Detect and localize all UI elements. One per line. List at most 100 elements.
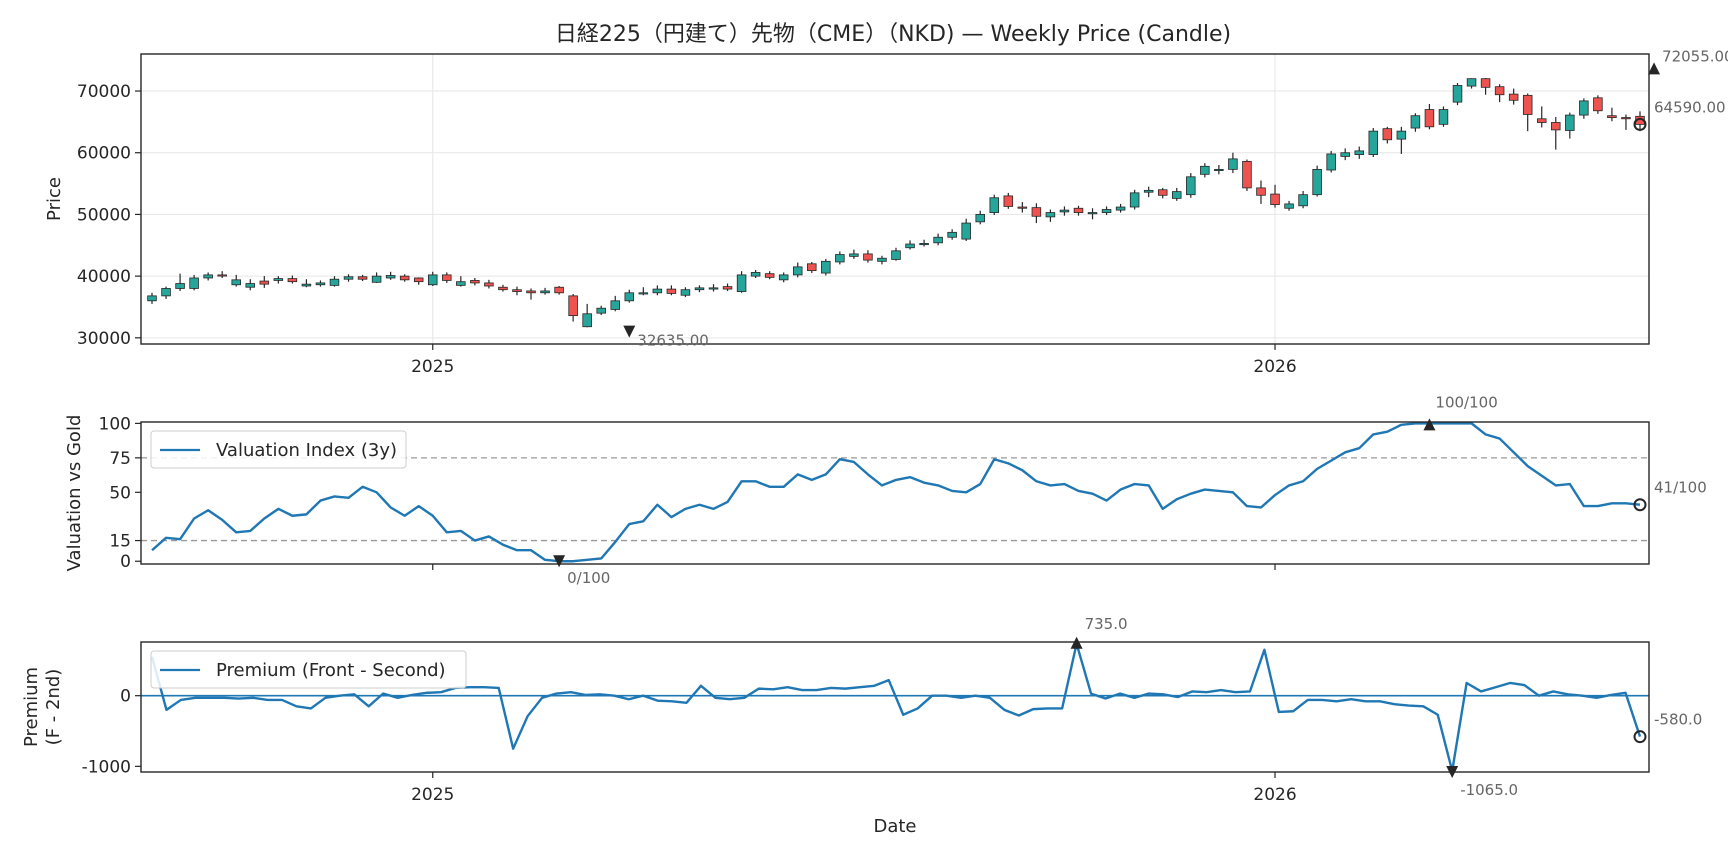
price-plot-frame <box>140 53 1650 345</box>
premium-last-marker <box>1633 730 1647 744</box>
valuation-plot-frame <box>140 421 1650 565</box>
price-y-tick-label: 70000 <box>77 82 131 102</box>
price-panel: 30000 40000 50000 60000 70000 2025 2026 72055… <box>44 47 1728 377</box>
candle-body <box>863 253 873 261</box>
candle-body <box>638 292 649 295</box>
candle-body <box>1480 78 1491 88</box>
candle-body <box>905 243 915 249</box>
premium-x-tick-label: 2025 <box>411 785 454 805</box>
candle-body <box>1284 203 1294 209</box>
candle-body <box>1017 206 1028 209</box>
candle-body <box>947 231 957 238</box>
premium-low-marker <box>1446 765 1459 778</box>
candle-body <box>1045 212 1056 218</box>
candle-body <box>498 286 508 291</box>
valuation-y-tick-label: 75 <box>109 449 131 469</box>
candle-body <box>385 275 396 279</box>
candle-body <box>245 283 256 288</box>
premium-line <box>150 642 1642 773</box>
price-low-marker <box>623 325 636 338</box>
valuation-panel: 015 50 75 100 100/100 0/100 41/100 Valuation … <box>64 393 1707 587</box>
candle-body <box>1143 189 1154 193</box>
candle-body <box>1579 100 1589 116</box>
candle-body <box>301 283 312 287</box>
candle-body <box>1621 117 1631 120</box>
candle-body <box>680 289 691 296</box>
candle-body <box>1565 114 1575 131</box>
candle-body <box>147 295 157 302</box>
candle-body <box>442 274 452 281</box>
candle-body <box>1424 109 1435 128</box>
candle-body <box>1228 158 1238 170</box>
candle-body <box>975 214 985 223</box>
candle-body <box>1003 195 1014 207</box>
valuation-last-label: 41/100 <box>1654 479 1707 497</box>
candle-body <box>1073 207 1084 213</box>
candle-body <box>1368 130 1379 155</box>
candle-body <box>287 278 298 283</box>
candle-body <box>217 274 227 277</box>
price-y-tick-label: 30000 <box>77 329 131 349</box>
premium-last-label: -580.0 <box>1654 711 1702 729</box>
candle-body <box>512 289 522 292</box>
premium-legend-box <box>150 650 467 689</box>
candle-body <box>821 260 831 274</box>
candle-body <box>877 257 887 262</box>
candle-body <box>1536 118 1547 123</box>
candle-body <box>835 254 845 263</box>
candle-body <box>933 236 943 244</box>
candle-body <box>540 290 550 294</box>
premium-legend: Premium (Front - Second) <box>150 650 467 689</box>
premium-high-label: 735.0 <box>1085 615 1128 633</box>
valuation-legend-box <box>150 430 407 469</box>
candle-body <box>849 253 859 257</box>
valuation-high-label: 100/100 <box>1435 393 1497 411</box>
valuation-low-marker <box>553 555 566 568</box>
candle-body <box>554 286 564 294</box>
candle-body <box>1157 189 1168 196</box>
premium-panel: -1000 0 2025 2026 735.0 -1065.0 -580.0 Premi… <box>21 615 1702 837</box>
price-y-axis-label: Price <box>44 177 65 221</box>
candle-body <box>1410 115 1421 129</box>
candle-body <box>778 274 789 281</box>
candle-body <box>329 278 340 286</box>
candle-body <box>666 288 677 294</box>
candle-body <box>1508 93 1519 101</box>
candle-body <box>722 286 733 290</box>
valuation-y-tick-label: 0 <box>120 552 131 572</box>
premium-x-tick-label: 2026 <box>1253 785 1296 805</box>
candle-body <box>1607 115 1617 118</box>
candle-body <box>1396 130 1407 140</box>
candle-body <box>1438 109 1449 125</box>
candle-body <box>1382 128 1393 141</box>
valuation-line <box>151 422 1641 563</box>
candle-body <box>1466 78 1477 87</box>
candle-body <box>792 266 803 276</box>
candle-body <box>1242 160 1252 189</box>
candle-body <box>1452 85 1463 103</box>
candle-body <box>919 243 929 246</box>
premium-high-marker <box>1070 636 1083 649</box>
price-x-tick-label: 2025 <box>411 357 454 377</box>
candle-body <box>610 300 620 310</box>
premium-y-axis-label-line1: Premium <box>21 667 42 747</box>
candle-body <box>624 292 635 302</box>
candle-body <box>456 281 466 286</box>
price-y-tick-label: 60000 <box>77 144 131 164</box>
candle-body <box>694 287 705 291</box>
candle-body <box>399 275 410 281</box>
candle-body <box>343 276 354 280</box>
candle-body <box>1494 86 1505 96</box>
candle-body <box>161 288 171 297</box>
candle-body <box>1593 97 1603 112</box>
candle-body <box>259 280 270 285</box>
candle-body <box>708 287 719 290</box>
valuation-low-label: 0/100 <box>567 569 610 587</box>
candle-body <box>175 283 185 289</box>
price-high-marker <box>1648 62 1661 75</box>
valuation-high-marker <box>1423 418 1436 431</box>
candle-body <box>357 276 368 280</box>
candle-body <box>484 282 494 287</box>
